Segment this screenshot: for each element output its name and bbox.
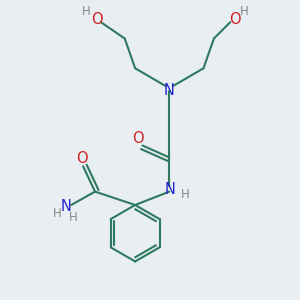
- Text: N: N: [164, 83, 175, 98]
- Text: H: H: [240, 5, 249, 18]
- Text: H: H: [69, 211, 78, 224]
- Text: H: H: [52, 207, 61, 220]
- Text: H: H: [181, 188, 190, 201]
- Text: O: O: [91, 12, 102, 27]
- Text: H: H: [82, 5, 91, 18]
- Text: O: O: [229, 12, 241, 27]
- Text: O: O: [132, 130, 144, 146]
- Text: O: O: [76, 152, 88, 166]
- Text: N: N: [164, 182, 175, 197]
- Text: N: N: [60, 199, 71, 214]
